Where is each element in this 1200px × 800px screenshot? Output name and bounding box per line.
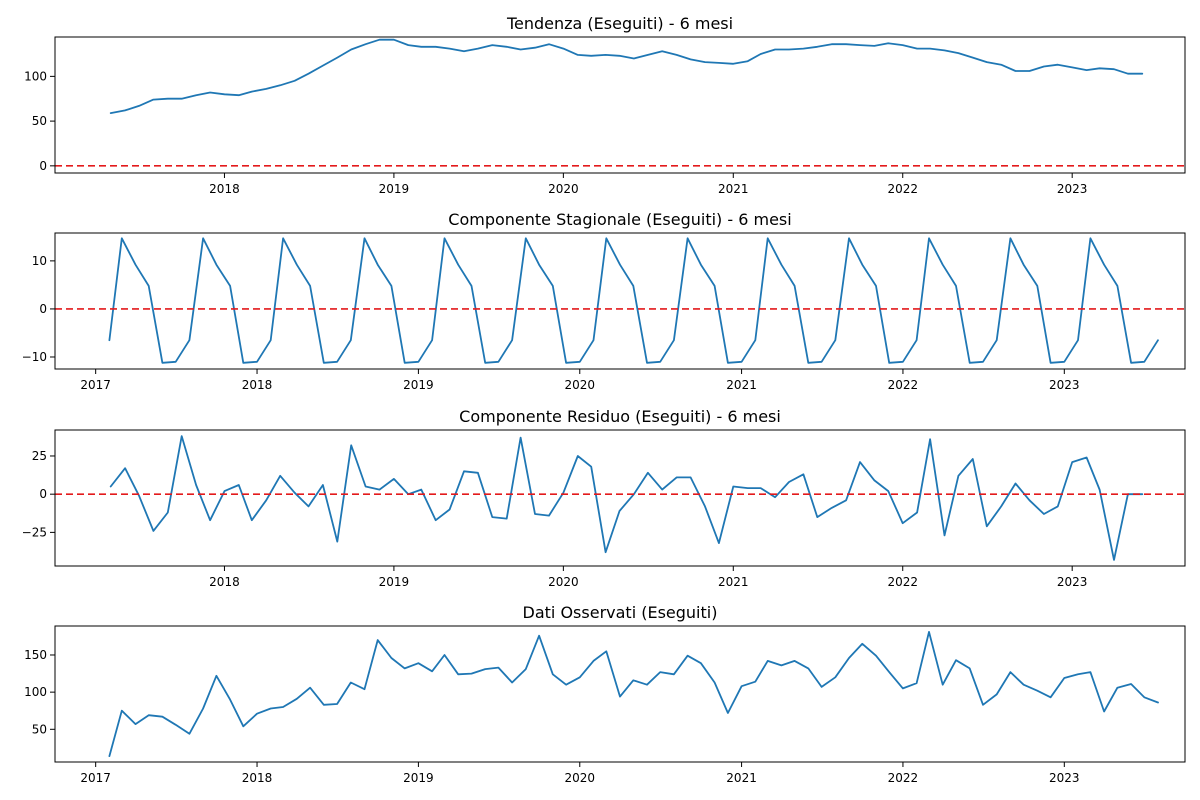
observed-y-tick-label: 50 (32, 722, 47, 736)
residual-x-tick-label: 2021 (718, 575, 749, 589)
observed-series-line (108, 631, 1159, 757)
seasonal-x-tick-label: 2022 (888, 378, 919, 392)
trend-x-tick-label: 2021 (718, 182, 749, 196)
observed-x-tick-label: 2020 (564, 771, 595, 785)
observed-x-tick-label: 2023 (1049, 771, 1080, 785)
seasonal-title: Componente Stagionale (Eseguiti) - 6 mes… (448, 210, 791, 229)
observed-x-tick-label: 2018 (242, 771, 273, 785)
residual-x-tick-label: 2018 (209, 575, 240, 589)
trend-x-tick-label: 2018 (209, 182, 240, 196)
residual-series-line (109, 435, 1144, 561)
trend-y-tick-label: 0 (39, 159, 47, 173)
observed-y-tick-label: 100 (24, 685, 47, 699)
observed-panel: Dati Osservati (Eseguiti) 2017 2018 2019 20… (24, 603, 1186, 785)
observed-title: Dati Osservati (Eseguiti) (523, 603, 718, 622)
residual-y-tick-label: 0 (39, 487, 47, 501)
seasonal-axes: 2017 2018 2019 2020 2021 2022 2023 −10 0 10 (22, 232, 1186, 392)
trend-x-tick-label: 2019 (379, 182, 410, 196)
seasonal-x-tick-label: 2017 (80, 378, 111, 392)
observed-axes: 2017 2018 2019 2020 2021 2022 2023 50 100 150 (24, 625, 1186, 785)
observed-x-tick-label: 2017 (80, 771, 111, 785)
seasonal-x-tick-label: 2019 (403, 378, 434, 392)
trend-y-tick-label: 50 (32, 114, 47, 128)
trend-y-tick-label: 100 (24, 69, 47, 83)
trend-axes: 2018 2019 2020 2021 2022 2023 0 50 100 (24, 36, 1186, 196)
residual-x-tick-label: 2023 (1057, 575, 1088, 589)
seasonal-panel: Componente Stagionale (Eseguiti) - 6 mes… (22, 210, 1186, 392)
trend-series-line (109, 38, 1144, 114)
seasonal-y-tick-label: 10 (32, 254, 47, 268)
residual-title: Componente Residuo (Eseguiti) - 6 mesi (459, 407, 781, 426)
trend-x-tick-label: 2022 (887, 182, 918, 196)
seasonal-y-tick-label: −10 (22, 350, 47, 364)
residual-y-tick-label: 25 (32, 449, 47, 463)
observed-y-tick-label: 150 (24, 648, 47, 662)
residual-y-tick-label: −25 (22, 525, 47, 539)
trend-x-tick-label: 2023 (1057, 182, 1088, 196)
residual-axes-frame (54, 429, 1186, 567)
seasonal-x-tick-label: 2020 (564, 378, 595, 392)
trend-axes-frame (54, 36, 1186, 174)
trend-x-tick-label: 2020 (548, 182, 579, 196)
residual-x-tick-label: 2020 (548, 575, 579, 589)
residual-x-tick-label: 2019 (379, 575, 410, 589)
seasonal-series-line (108, 237, 1159, 364)
observed-x-tick-label: 2022 (888, 771, 919, 785)
residual-panel: Componente Residuo (Eseguiti) - 6 mesi 2… (22, 407, 1186, 589)
seasonal-axes-frame (54, 232, 1186, 370)
observed-x-tick-label: 2019 (403, 771, 434, 785)
seasonal-x-tick-label: 2018 (242, 378, 273, 392)
residual-x-tick-label: 2022 (887, 575, 918, 589)
trend-title: Tendenza (Eseguiti) - 6 mesi (506, 14, 733, 33)
residual-axes: 2018 2019 2020 2021 2022 2023 −25 0 25 (22, 429, 1186, 589)
trend-panel: Tendenza (Eseguiti) - 6 mesi 2018 2019 202… (24, 14, 1186, 196)
seasonal-y-tick-label: 0 (39, 302, 47, 316)
observed-x-tick-label: 2021 (726, 771, 757, 785)
seasonal-x-tick-label: 2023 (1049, 378, 1080, 392)
observed-axes-frame (54, 625, 1186, 763)
seasonal-x-tick-label: 2021 (726, 378, 757, 392)
